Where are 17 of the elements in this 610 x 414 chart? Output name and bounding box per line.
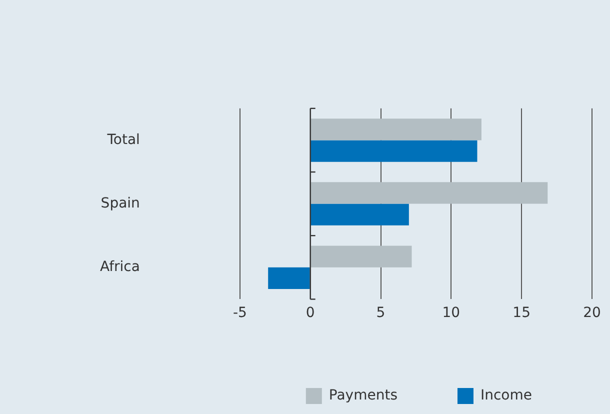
x-tick-label: 0 xyxy=(306,305,315,322)
bar xyxy=(268,267,310,290)
y-tick-label: Total xyxy=(106,132,140,148)
x-tick-label: 15 xyxy=(512,305,530,322)
x-tick-label: 5 xyxy=(376,305,386,322)
bar xyxy=(310,246,412,268)
x-tick-label: 10 xyxy=(442,305,460,322)
y-tick-label: Spain xyxy=(100,195,140,212)
bar xyxy=(310,182,548,204)
bar xyxy=(310,204,409,226)
y-tick-label: Africa xyxy=(100,259,140,276)
bar xyxy=(310,118,482,140)
x-tick-label: -5 xyxy=(232,305,247,322)
legend-label: Payments xyxy=(328,388,398,404)
x-tick-label: 20 xyxy=(583,305,601,322)
bar xyxy=(310,140,478,162)
legend-label: Income xyxy=(480,388,532,404)
